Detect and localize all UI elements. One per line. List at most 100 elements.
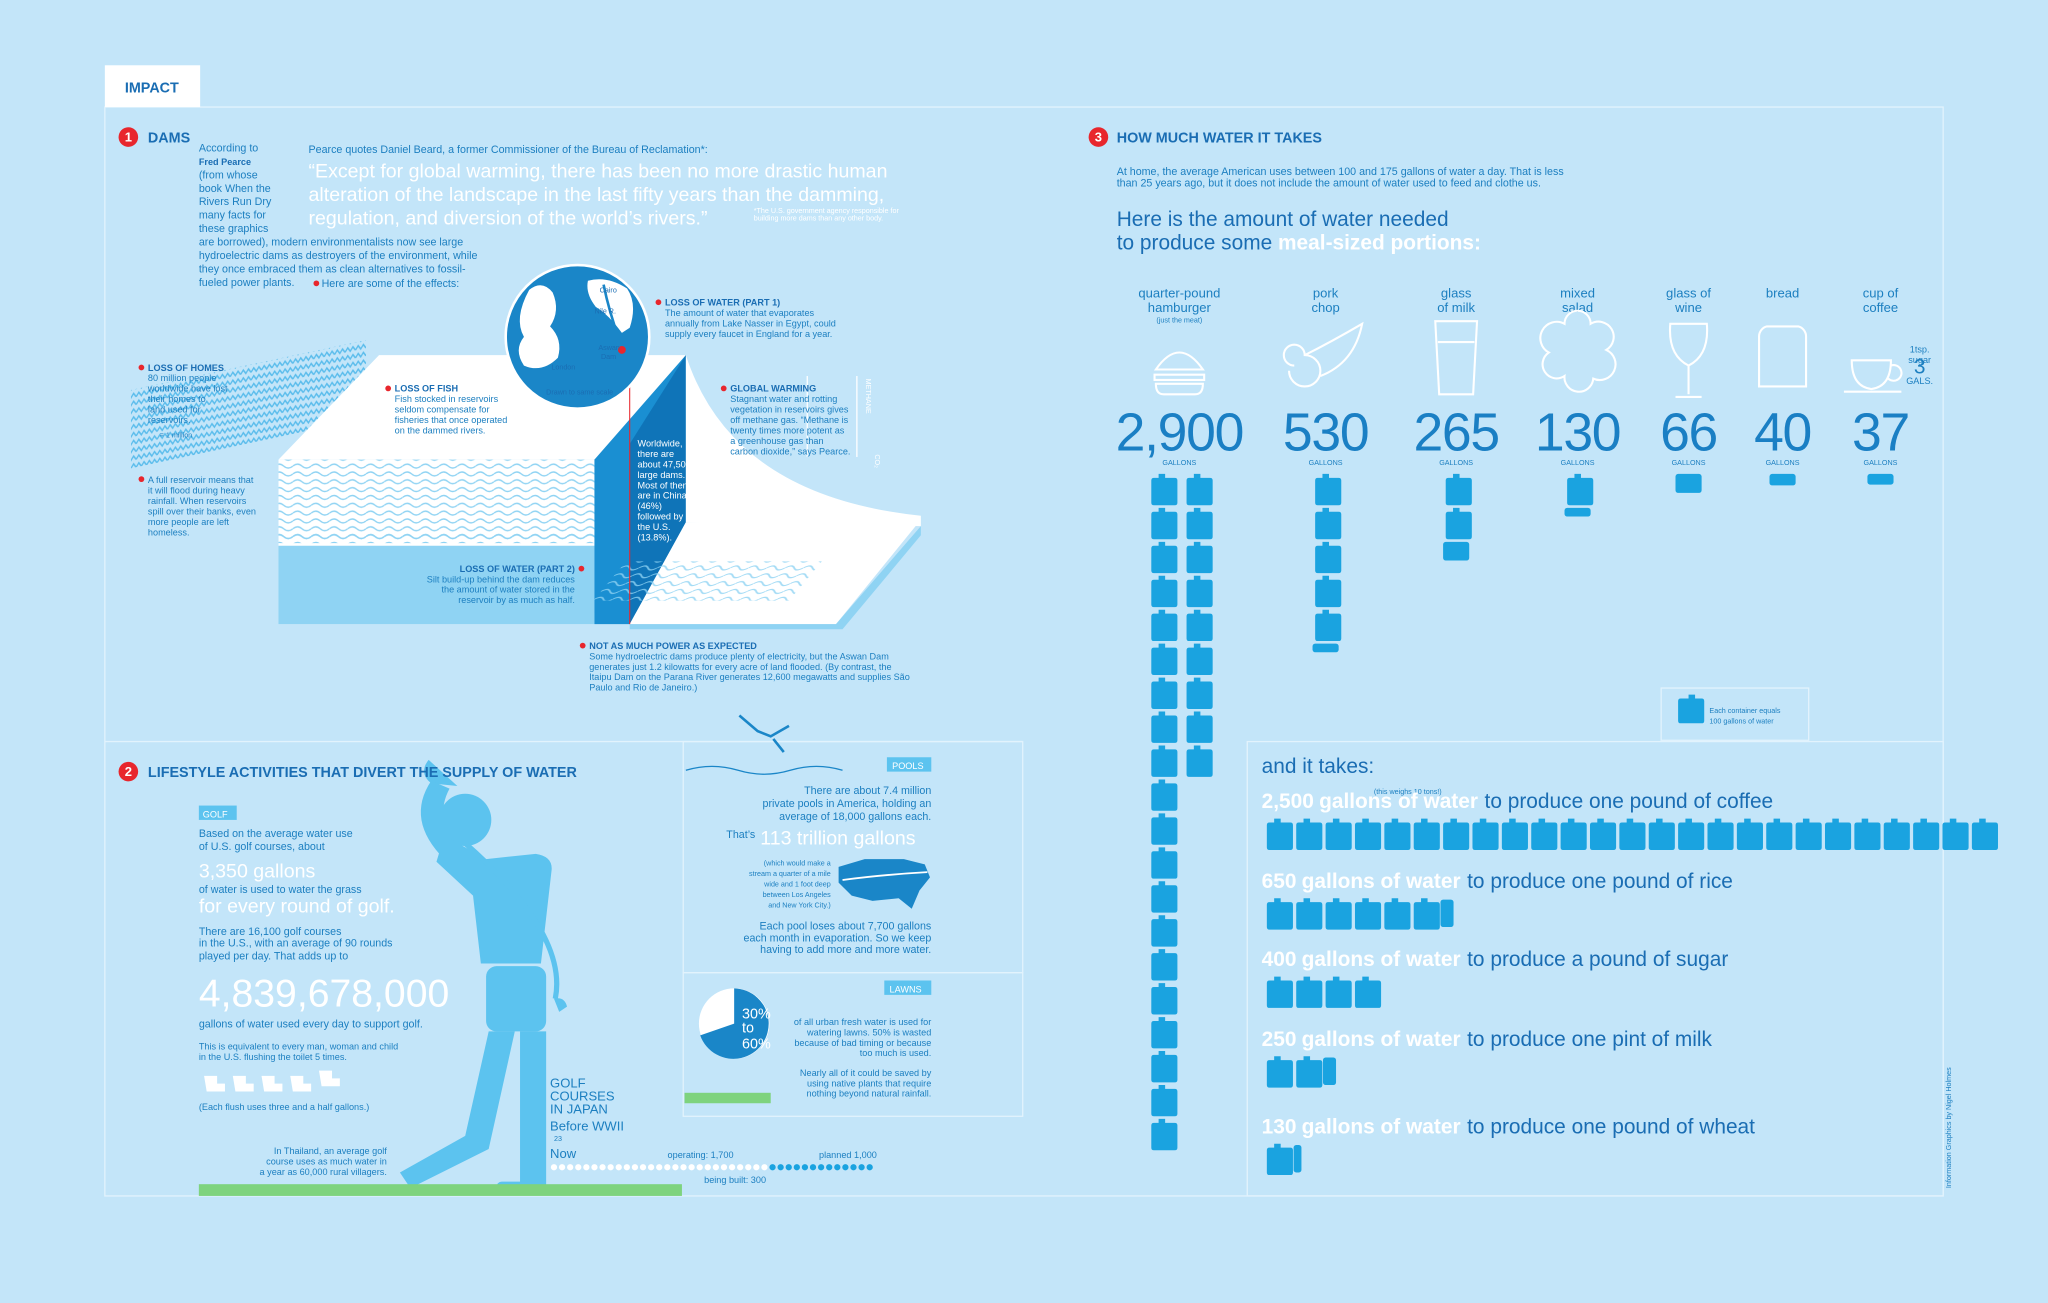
container: [1354, 976, 1382, 1008]
dot: [680, 1164, 687, 1171]
text: “Except for global warming, there has be…: [309, 161, 888, 183]
dot: [639, 1164, 647, 1171]
container: [1854, 818, 1881, 850]
dot: [688, 1164, 695, 1171]
dot: [737, 1164, 744, 1171]
container: [1619, 818, 1646, 850]
text: GOLF: [550, 1076, 586, 1091]
tab-label: IMPACT: [125, 81, 179, 97]
takes-line: 650 gallons of water to produce one pound …: [1262, 870, 1733, 893]
text: of all urban fresh water is used for: [794, 1017, 931, 1027]
text: 4,839,678,000: [199, 973, 449, 1016]
text: cup of: [1863, 286, 1899, 301]
dot: [728, 1164, 736, 1171]
dot: [591, 1164, 598, 1171]
text: GALLONS: [1766, 459, 1800, 467]
dot: [712, 1164, 720, 1171]
text: being built: 300: [704, 1175, 766, 1185]
dot: [866, 1164, 873, 1171]
text: METHANE: [864, 379, 872, 414]
container: [1151, 677, 1178, 709]
takes-rest: to produce one pound of coffee: [1485, 790, 1774, 813]
container: [1531, 818, 1558, 850]
dot: [696, 1164, 703, 1171]
dot: [842, 1164, 849, 1171]
container: [1384, 818, 1411, 850]
container: [1942, 818, 1969, 850]
tab: [104, 65, 201, 108]
container-part: [1769, 473, 1796, 486]
text: rainfall. When reservoirs: [148, 496, 247, 506]
container: [1151, 1118, 1178, 1151]
container: [1315, 507, 1342, 540]
text: salad: [1562, 300, 1593, 315]
food-icon: [1153, 351, 1206, 396]
container: [1883, 818, 1910, 850]
text: 3: [1095, 130, 1102, 145]
bullet: [138, 476, 145, 483]
text: HOW MUCH WATER IT TAKES: [1117, 130, 1323, 146]
container: [1795, 818, 1822, 850]
takes-line: 400 gallons of water to produce a pound of…: [1262, 948, 1729, 971]
text: (13.8%).: [638, 533, 673, 543]
text: their homes to: [148, 394, 206, 404]
text: Information Graphics by Nigel Holmes: [1945, 1067, 1953, 1188]
text: Fish stocked in reservoirs: [395, 394, 499, 404]
text: Cairo: [600, 286, 617, 294]
container-part: [1293, 1145, 1302, 1173]
text: coffee: [1863, 300, 1898, 315]
dot: [785, 1164, 792, 1171]
text: Pearce quotes Daniel Beard, a former Com…: [309, 144, 708, 156]
text: 100 gallons of water: [1709, 717, 1774, 725]
dot: [583, 1164, 590, 1171]
text: London: [551, 363, 575, 371]
text: GOLF: [203, 809, 228, 819]
text: 60%: [742, 1036, 771, 1052]
text: GALLONS: [1864, 459, 1898, 467]
container-part: [1675, 473, 1702, 493]
text: LOSS OF FISH: [395, 384, 458, 394]
container: [1151, 881, 1178, 913]
text: 2: [125, 764, 132, 779]
text: homeless.: [148, 527, 190, 537]
text: GALLONS: [1309, 459, 1343, 467]
text: A full reservoir means that: [148, 475, 254, 485]
text: LOSS OF WATER (PART 2): [460, 564, 575, 574]
container: [1736, 818, 1763, 850]
container: [1186, 575, 1213, 608]
text: glass: [1441, 286, 1472, 301]
bullet: [655, 299, 662, 306]
container: [1151, 915, 1178, 947]
dot: [745, 1164, 752, 1171]
text: NOT AS MUCH POWER AS EXPECTED: [589, 641, 757, 651]
section-badge: [1088, 127, 1109, 147]
text: Aswan: [598, 344, 620, 352]
text: Silt build-up behind the dam reduces: [427, 574, 576, 584]
text: Each container equals: [1709, 707, 1780, 715]
container: [1186, 541, 1213, 574]
dot: [615, 1164, 622, 1171]
text: 30%: [742, 1006, 771, 1022]
text: sugar: [1908, 355, 1931, 365]
takes-rest: to produce one pint of milk: [1467, 1028, 1712, 1051]
text: Fred Pearce: [199, 157, 251, 167]
container: [1296, 898, 1323, 930]
text: POOLS: [892, 761, 923, 771]
container: [1296, 1056, 1323, 1088]
text: Rivers Run Dry: [199, 196, 272, 208]
container: [1151, 847, 1178, 879]
food-icon: [1668, 322, 1709, 398]
text: Before WWII: [550, 1119, 624, 1134]
dot: [826, 1164, 833, 1171]
text: land used for: [148, 405, 201, 415]
takes-amount: 400: [1262, 948, 1297, 971]
container: [1315, 473, 1342, 506]
takes-line: 2,500 gallons of water to produce one poun…: [1262, 790, 1774, 813]
text: more people are left: [148, 517, 230, 527]
text: nothing beyond natural rainfall.: [807, 1089, 932, 1099]
container: [1266, 1056, 1293, 1088]
text: quarter-pound: [1138, 286, 1220, 301]
dot: [817, 1164, 825, 1171]
takes-amount: 130: [1262, 1115, 1297, 1138]
text: Itaipu Dam on the Parana River generates…: [589, 672, 910, 682]
